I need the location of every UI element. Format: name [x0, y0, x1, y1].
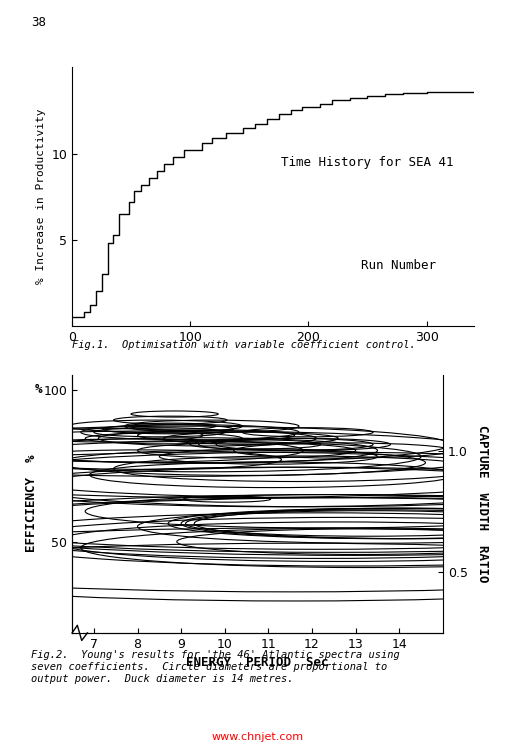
- Text: Time History for SEA 41: Time History for SEA 41: [281, 156, 454, 169]
- X-axis label: ENERGY  PERIOD  Sec: ENERGY PERIOD Sec: [186, 656, 329, 670]
- Text: Run Number: Run Number: [362, 259, 436, 272]
- Text: www.chnjet.com: www.chnjet.com: [212, 732, 303, 742]
- Text: Fig.1.  Optimisation with variable coefficient control.: Fig.1. Optimisation with variable coeffi…: [72, 340, 416, 351]
- Y-axis label: EFFICIENCY  %: EFFICIENCY %: [25, 455, 38, 553]
- Y-axis label: % Increase in Productivity: % Increase in Productivity: [36, 109, 46, 285]
- Y-axis label: CAPTURE  WIDTH  RATIO: CAPTURE WIDTH RATIO: [476, 425, 489, 583]
- Text: 38: 38: [31, 16, 46, 29]
- Text: Fig.2.  Young's results for 'the 46' Atlantic spectra using
seven coefficients. : Fig.2. Young's results for 'the 46' Atla…: [31, 650, 400, 684]
- Text: %: %: [35, 383, 43, 395]
